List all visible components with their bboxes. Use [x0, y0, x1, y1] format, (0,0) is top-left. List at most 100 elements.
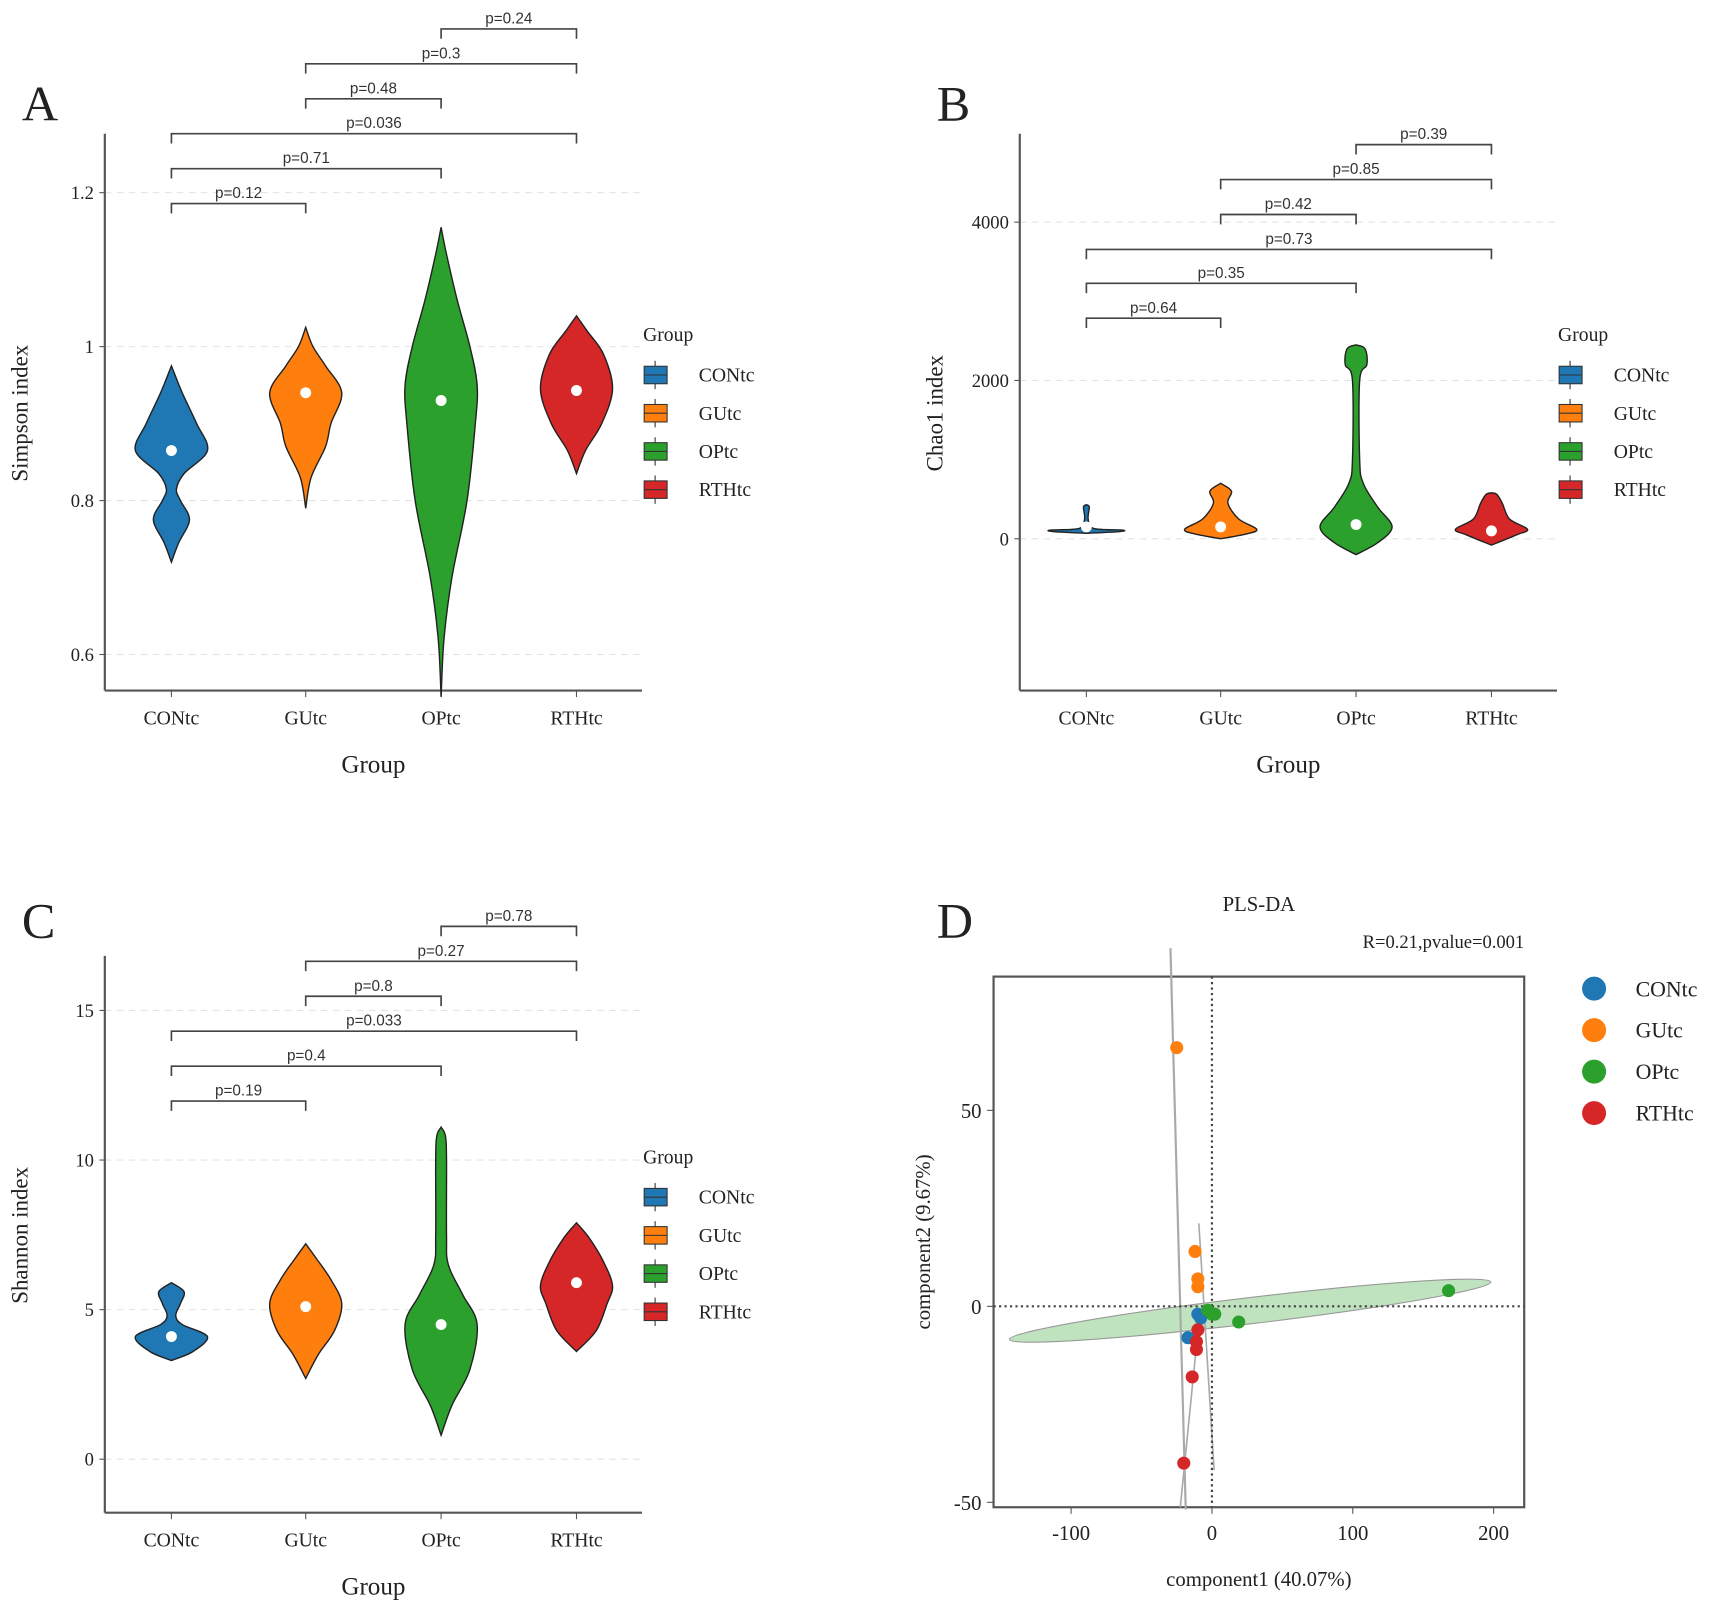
legend-item-RTHtc: RTHtc — [1558, 475, 1667, 504]
violin-GUtc — [268, 325, 343, 509]
legend-item-RTHtc: RTHtc — [643, 475, 751, 504]
significance-bracket — [1085, 317, 1222, 329]
y-axis-title: Simpson index — [7, 344, 32, 481]
legend-item-CONtc: CONtc — [643, 360, 755, 390]
legend-label: CONtc — [1614, 365, 1670, 387]
p-value-label: p=0.64 — [1130, 300, 1178, 317]
violin-CONtc — [1047, 503, 1126, 534]
median-dot-GUtc — [1215, 521, 1227, 533]
p-value-label: p=0.24 — [485, 10, 533, 27]
p-value-label: p=0.78 — [485, 908, 532, 925]
p-value-label: p=0.48 — [350, 80, 397, 97]
significance-bracket — [1085, 248, 1493, 260]
legend-item-GUtc: GUtc — [643, 1221, 742, 1250]
p-value-label: p=0.3 — [422, 45, 461, 62]
legend-marker-icon — [1582, 1059, 1607, 1084]
point-OPtc — [1442, 1284, 1456, 1298]
legend-marker-icon — [1582, 976, 1607, 1001]
p-value-label: p=0.4 — [287, 1048, 326, 1065]
confidence-ellipse-OPtc — [1008, 1278, 1492, 1343]
median-dot-CONtc — [1080, 521, 1092, 533]
significance-bracket — [170, 167, 442, 179]
legend-item-OPtc: OPtc — [643, 437, 738, 466]
point-RTHtc — [1177, 1456, 1191, 1470]
violin-OPtc — [1319, 344, 1393, 556]
x-tick-label: GUtc — [1199, 707, 1242, 729]
x-tick-label: GUtc — [284, 707, 327, 729]
x-tick-label: OPtc — [421, 707, 461, 729]
p-value-label: p=0.19 — [215, 1083, 262, 1100]
y-tick-label: 0 — [85, 1450, 94, 1471]
legend-item-OPtc: OPtc — [643, 1259, 739, 1288]
legend-label: GUtc — [1636, 1019, 1684, 1043]
violin-OPtc — [404, 1125, 479, 1438]
panel-label-a: A — [22, 76, 58, 132]
significance-bracket — [1355, 143, 1493, 155]
legend-item-GUtc: GUtc — [1582, 1018, 1683, 1043]
legend-item-RTHtc: RTHtc — [1582, 1101, 1694, 1126]
p-value-label: p=0.71 — [283, 150, 330, 167]
y-tick-label: 0.8 — [71, 491, 94, 512]
median-dot-CONtc — [165, 1331, 177, 1342]
y-tick-label: 0 — [1000, 529, 1009, 550]
median-dot-GUtc — [300, 1301, 312, 1313]
x-tick-label: 0 — [1207, 1523, 1217, 1545]
panel-d: PLS-DA R=0.21,pvalue=0.001 -100 0 100 200 -50 0… — [913, 894, 1697, 1591]
x-axis-title: Group — [341, 1574, 405, 1601]
y-axis-title: Shannon index — [7, 1166, 32, 1303]
p-value-label: p=0.85 — [1332, 161, 1379, 178]
p-value-label: p=0.033 — [346, 1013, 402, 1030]
chart-subtitle: R=0.21,pvalue=0.001 — [1363, 932, 1525, 953]
significance-bracket — [1085, 282, 1357, 294]
violin-OPtc — [404, 227, 479, 697]
violin-CONtc — [134, 363, 209, 565]
legend-item-GUtc: GUtc — [1558, 399, 1657, 428]
p-value-label: p=0.42 — [1265, 196, 1312, 213]
significance-bracket — [1219, 178, 1493, 190]
legend-title: Group — [643, 324, 693, 346]
legend-label: RTHtc — [1636, 1102, 1694, 1126]
p-value-label: p=0.036 — [346, 115, 402, 132]
panel-a: 0.6 0.8 1 1.2 CONtc GUtc OPtc RTHtc Group Simpson… — [7, 10, 754, 778]
point-GUtc — [1170, 1041, 1184, 1055]
legend-label: RTHtc — [1614, 479, 1667, 501]
legend-title: Group — [1558, 324, 1608, 346]
significance-bracket — [1219, 213, 1357, 225]
legend-item-RTHtc: RTHtc — [643, 1297, 752, 1326]
legend-item-OPtc: OPtc — [1582, 1059, 1680, 1084]
legend-label: CONtc — [699, 365, 755, 387]
violin-RTHtc — [1454, 492, 1529, 546]
median-dot-GUtc — [300, 387, 312, 399]
significance-bracket — [170, 202, 307, 214]
x-axis-title: Group — [341, 751, 405, 778]
legend-label: OPtc — [1614, 441, 1654, 463]
y-tick-label: 10 — [75, 1151, 94, 1172]
plot-area — [992, 975, 1526, 1509]
legend-label: OPtc — [699, 1263, 739, 1285]
median-dot-RTHtc — [1485, 525, 1497, 537]
panel-label-c: C — [22, 892, 56, 948]
legend-title: Group — [643, 1146, 693, 1168]
significance-bracket — [170, 1065, 442, 1076]
median-dot-OPtc — [435, 395, 447, 406]
median-dot-OPtc — [1350, 519, 1362, 530]
significance-bracket — [440, 925, 578, 937]
significance-bracket — [440, 28, 578, 39]
p-value-label: p=0.35 — [1198, 265, 1245, 282]
significance-bracket — [170, 1100, 307, 1111]
y-axis-title: Chao1 index — [922, 354, 947, 471]
legend-label: RTHtc — [699, 1301, 752, 1323]
legend-marker-icon — [1582, 1018, 1607, 1043]
significance-bracket — [170, 1030, 578, 1042]
x-tick-label: RTHtc — [550, 1530, 603, 1552]
p-value-label: p=0.39 — [1400, 126, 1447, 143]
median-dot-RTHtc — [571, 385, 582, 396]
y-tick-label: -50 — [954, 1493, 982, 1515]
y-tick-label: 0.6 — [71, 645, 94, 666]
panel-label-d: D — [937, 892, 973, 948]
legend-item-CONtc: CONtc — [643, 1182, 755, 1212]
x-tick-label: CONtc — [144, 1530, 200, 1552]
chart-title: PLS-DA — [1223, 894, 1296, 916]
p-value-label: p=0.8 — [354, 978, 393, 995]
